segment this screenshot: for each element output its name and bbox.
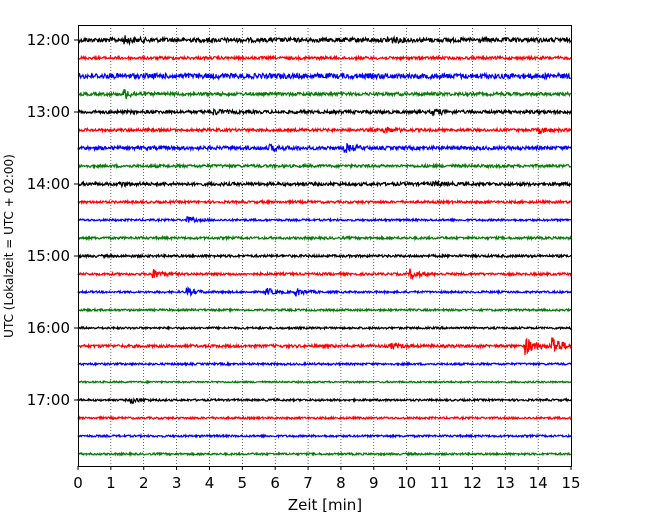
trace-21	[77, 396, 572, 405]
seismogram-traces	[77, 34, 572, 458]
trace-4	[77, 89, 572, 100]
x-tick-label-2: 2	[139, 474, 149, 492]
plot-frame	[78, 25, 572, 467]
y-tick-label-17:00: 17:00	[27, 391, 70, 409]
x-tick-label-11: 11	[430, 474, 449, 492]
trace-20	[77, 379, 572, 385]
trace-1	[77, 34, 572, 47]
x-tick-label-6: 6	[270, 474, 280, 492]
y-tick-label-13:00: 13:00	[27, 103, 70, 121]
x-tick-label-8: 8	[336, 474, 346, 492]
x-tick-label-10: 10	[397, 474, 416, 492]
x-tick-label-12: 12	[463, 474, 482, 492]
x-axis-ticks: 0 1 2 3 4 5 6 7 8 9 10 11 12 13 14 15	[73, 466, 581, 492]
trace-19	[77, 360, 572, 367]
trace-12	[77, 234, 572, 242]
trace-3	[77, 71, 572, 81]
trace-15	[77, 285, 572, 297]
x-tick-label-9: 9	[369, 474, 379, 492]
y-tick-label-12:00: 12:00	[27, 31, 70, 49]
trace-6	[77, 126, 572, 135]
y-tick-label-16:00: 16:00	[27, 319, 70, 337]
trace-22	[77, 414, 572, 421]
trace-10	[77, 198, 572, 206]
trace-16	[77, 306, 572, 314]
trace-11	[77, 216, 572, 224]
y-tick-label-14:00: 14:00	[27, 175, 70, 193]
trace-7	[77, 142, 572, 153]
x-tick-label-0: 0	[73, 474, 83, 492]
trace-17	[77, 325, 572, 331]
trace-14	[77, 268, 572, 281]
x-tick-label-14: 14	[529, 474, 548, 492]
x-tick-label-7: 7	[303, 474, 313, 492]
trace-9	[77, 179, 572, 189]
y-axis-ticks: 12:00 13:00 14:00 15:00 16:00 17:00	[27, 31, 78, 409]
x-tick-label-5: 5	[238, 474, 248, 492]
x-tick-label-3: 3	[172, 474, 182, 492]
x-tick-label-1: 1	[106, 474, 116, 492]
trace-24	[77, 450, 572, 458]
x-axis-label: Zeit [min]	[288, 496, 362, 514]
x-tick-label-4: 4	[205, 474, 215, 492]
trace-2	[77, 54, 572, 62]
trace-8	[77, 162, 572, 170]
trace-23	[77, 432, 572, 439]
y-tick-label-15:00: 15:00	[27, 247, 70, 265]
trace-18	[77, 337, 572, 356]
x-tick-label-15: 15	[561, 474, 580, 492]
trace-5	[77, 107, 572, 117]
trace-13	[77, 252, 572, 260]
y-axis-label: UTC (Lokalzeit = UTC + 02:00)	[2, 154, 16, 338]
x-tick-label-13: 13	[496, 474, 515, 492]
